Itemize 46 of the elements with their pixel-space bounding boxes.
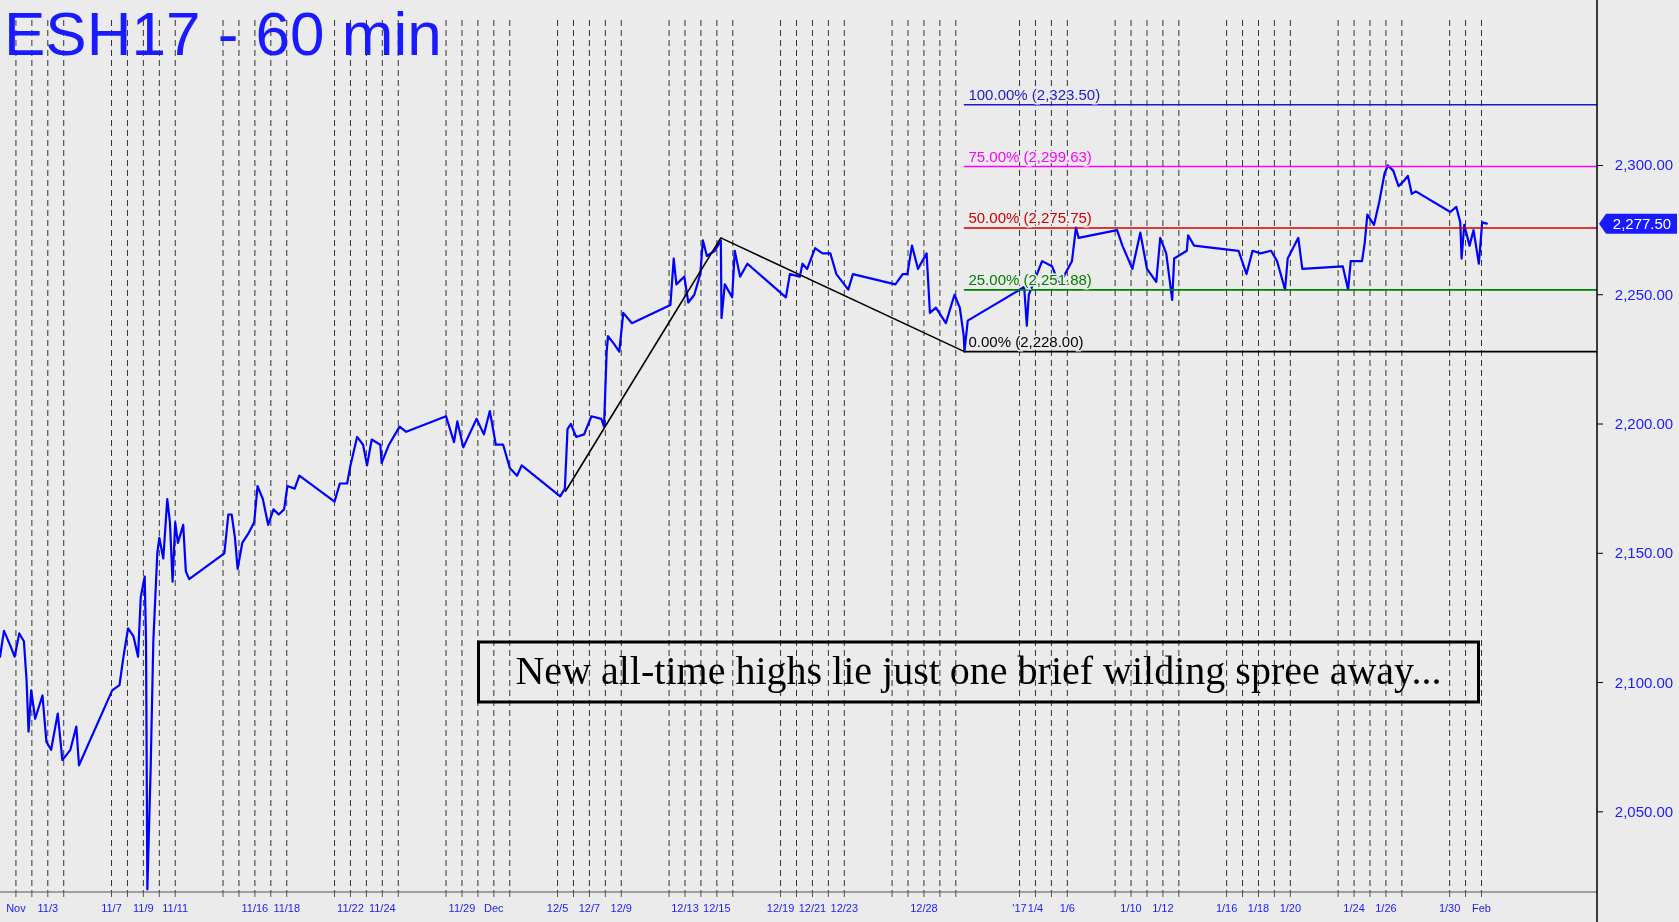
x-tick-label: 1/18 xyxy=(1247,902,1270,914)
x-tick-label: 1/30 xyxy=(1438,902,1461,914)
x-tick-label: 1/26 xyxy=(1375,902,1397,914)
y-tick-label: 2,250.00 xyxy=(1614,285,1674,303)
x-tick-label: 1/12 xyxy=(1152,902,1174,914)
x-tick-label: 12/19 xyxy=(766,902,795,914)
x-tick-label: 12/15 xyxy=(703,902,731,914)
x-tick-label: 11/9 xyxy=(133,902,154,914)
x-tick-label: 12/28 xyxy=(910,902,938,914)
x-tick-label: 11/24 xyxy=(368,902,396,914)
x-tick-label: 11/29 xyxy=(448,902,476,914)
y-tick-label: 2,100.00 xyxy=(1614,673,1674,691)
x-tick-label: 12/5 xyxy=(546,902,569,914)
line-series xyxy=(0,164,1488,891)
x-tick-label: 12/7 xyxy=(578,902,601,914)
series-label: 100.00% (2,323.50) xyxy=(968,85,1101,103)
y-tick-label: 2,200.00 xyxy=(1614,415,1674,433)
x-tick-label: 1/4 xyxy=(1027,902,1044,914)
x-tick-label: 12/21 xyxy=(798,902,827,914)
x-tick-label: 11/7 xyxy=(101,902,122,914)
x-tick-label: 11/3 xyxy=(37,902,59,914)
x-tick-label: 1/6 xyxy=(1059,902,1075,914)
annotation: New all-time highs lie just one brief wilding spree away... xyxy=(515,648,1442,693)
x-tick-label: Feb xyxy=(1472,902,1491,914)
x-tick-label: 12/13 xyxy=(671,902,699,914)
x-tick-label: 11/16 xyxy=(241,902,269,914)
x-tick-label: 1/10 xyxy=(1120,902,1142,914)
x-tick-label: 1/16 xyxy=(1215,902,1238,914)
x-tick-label: 11/18 xyxy=(273,902,301,914)
x-tick-label: 1/24 xyxy=(1343,902,1365,914)
x-tick-label: '17 xyxy=(1012,902,1027,914)
x-tick-label: 1/20 xyxy=(1279,902,1302,914)
chart-title: ESH17 - 60 min xyxy=(4,0,442,68)
y-tick-label: 2,050.00 xyxy=(1614,802,1674,820)
series-label: 0.00% (2,228.00) xyxy=(968,332,1084,350)
x-tick-label: 11/11 xyxy=(162,902,189,914)
x-tick-label: Dec xyxy=(484,902,505,914)
x-tick-label: 11/22 xyxy=(337,902,364,914)
series-label: 50.00% (2,275.75) xyxy=(968,209,1092,227)
y-tick-label: 2,300.00 xyxy=(1614,156,1674,174)
text: 2,277.50 xyxy=(1612,214,1672,232)
series-label: 75.00% (2,299.63) xyxy=(968,147,1092,165)
y-tick-label: 2,150.00 xyxy=(1614,544,1674,562)
x-tick-label: 12/9 xyxy=(610,902,632,914)
x-tick-label: Nov xyxy=(6,902,27,914)
x-tick-label: 12/23 xyxy=(830,902,859,914)
